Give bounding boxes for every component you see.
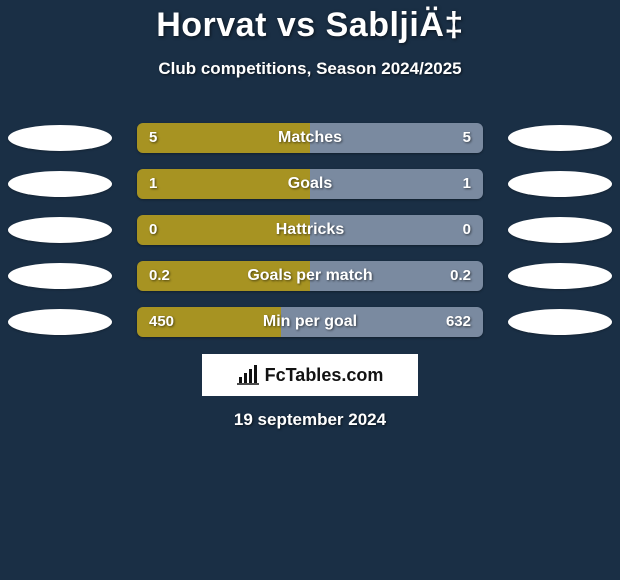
stat-value-left: 1: [149, 169, 157, 199]
stat-value-right: 632: [446, 307, 471, 337]
stat-bar: Goals11: [137, 169, 483, 199]
bar-chart-icon: [237, 364, 259, 386]
stat-value-right: 1: [463, 169, 471, 199]
bar-left-segment: [137, 123, 310, 153]
player-right-ellipse: [508, 263, 612, 289]
stat-row: Goals per match0.20.2: [0, 252, 620, 298]
player-right-ellipse: [508, 309, 612, 335]
date-text: 19 september 2024: [0, 410, 620, 430]
bar-left-segment: [137, 215, 310, 245]
bar-right-segment: [310, 169, 483, 199]
brand-box[interactable]: FcTables.com: [202, 354, 418, 396]
stat-value-left: 0.2: [149, 261, 170, 291]
stat-value-left: 450: [149, 307, 174, 337]
player-left-ellipse: [8, 125, 112, 151]
player-left-ellipse: [8, 217, 112, 243]
player-right-ellipse: [508, 217, 612, 243]
stat-value-left: 5: [149, 123, 157, 153]
stat-value-right: 0: [463, 215, 471, 245]
stat-row: Goals11: [0, 160, 620, 206]
stat-bar: Hattricks00: [137, 215, 483, 245]
stat-row: Min per goal450632: [0, 298, 620, 344]
player-right-ellipse: [508, 171, 612, 197]
infographic-root: Horvat vs SabljiÄ‡ Club competitions, Se…: [0, 0, 620, 580]
bar-right-segment: [310, 123, 483, 153]
player-left-ellipse: [8, 309, 112, 335]
subtitle: Club competitions, Season 2024/2025: [0, 59, 620, 79]
stat-row: Matches55: [0, 114, 620, 160]
stat-value-right: 0.2: [450, 261, 471, 291]
stat-bar: Min per goal450632: [137, 307, 483, 337]
stat-row: Hattricks00: [0, 206, 620, 252]
stat-value-right: 5: [463, 123, 471, 153]
stat-bar: Goals per match0.20.2: [137, 261, 483, 291]
player-right-ellipse: [508, 125, 612, 151]
bar-right-segment: [310, 215, 483, 245]
stats-rows: Matches55Goals11Hattricks00Goals per mat…: [0, 114, 620, 344]
page-title: Horvat vs SabljiÄ‡: [0, 0, 620, 45]
bar-left-segment: [137, 169, 310, 199]
player-left-ellipse: [8, 263, 112, 289]
brand-text: FcTables.com: [265, 365, 384, 386]
brand-inner: FcTables.com: [237, 364, 384, 386]
player-left-ellipse: [8, 171, 112, 197]
stat-value-left: 0: [149, 215, 157, 245]
stat-bar: Matches55: [137, 123, 483, 153]
